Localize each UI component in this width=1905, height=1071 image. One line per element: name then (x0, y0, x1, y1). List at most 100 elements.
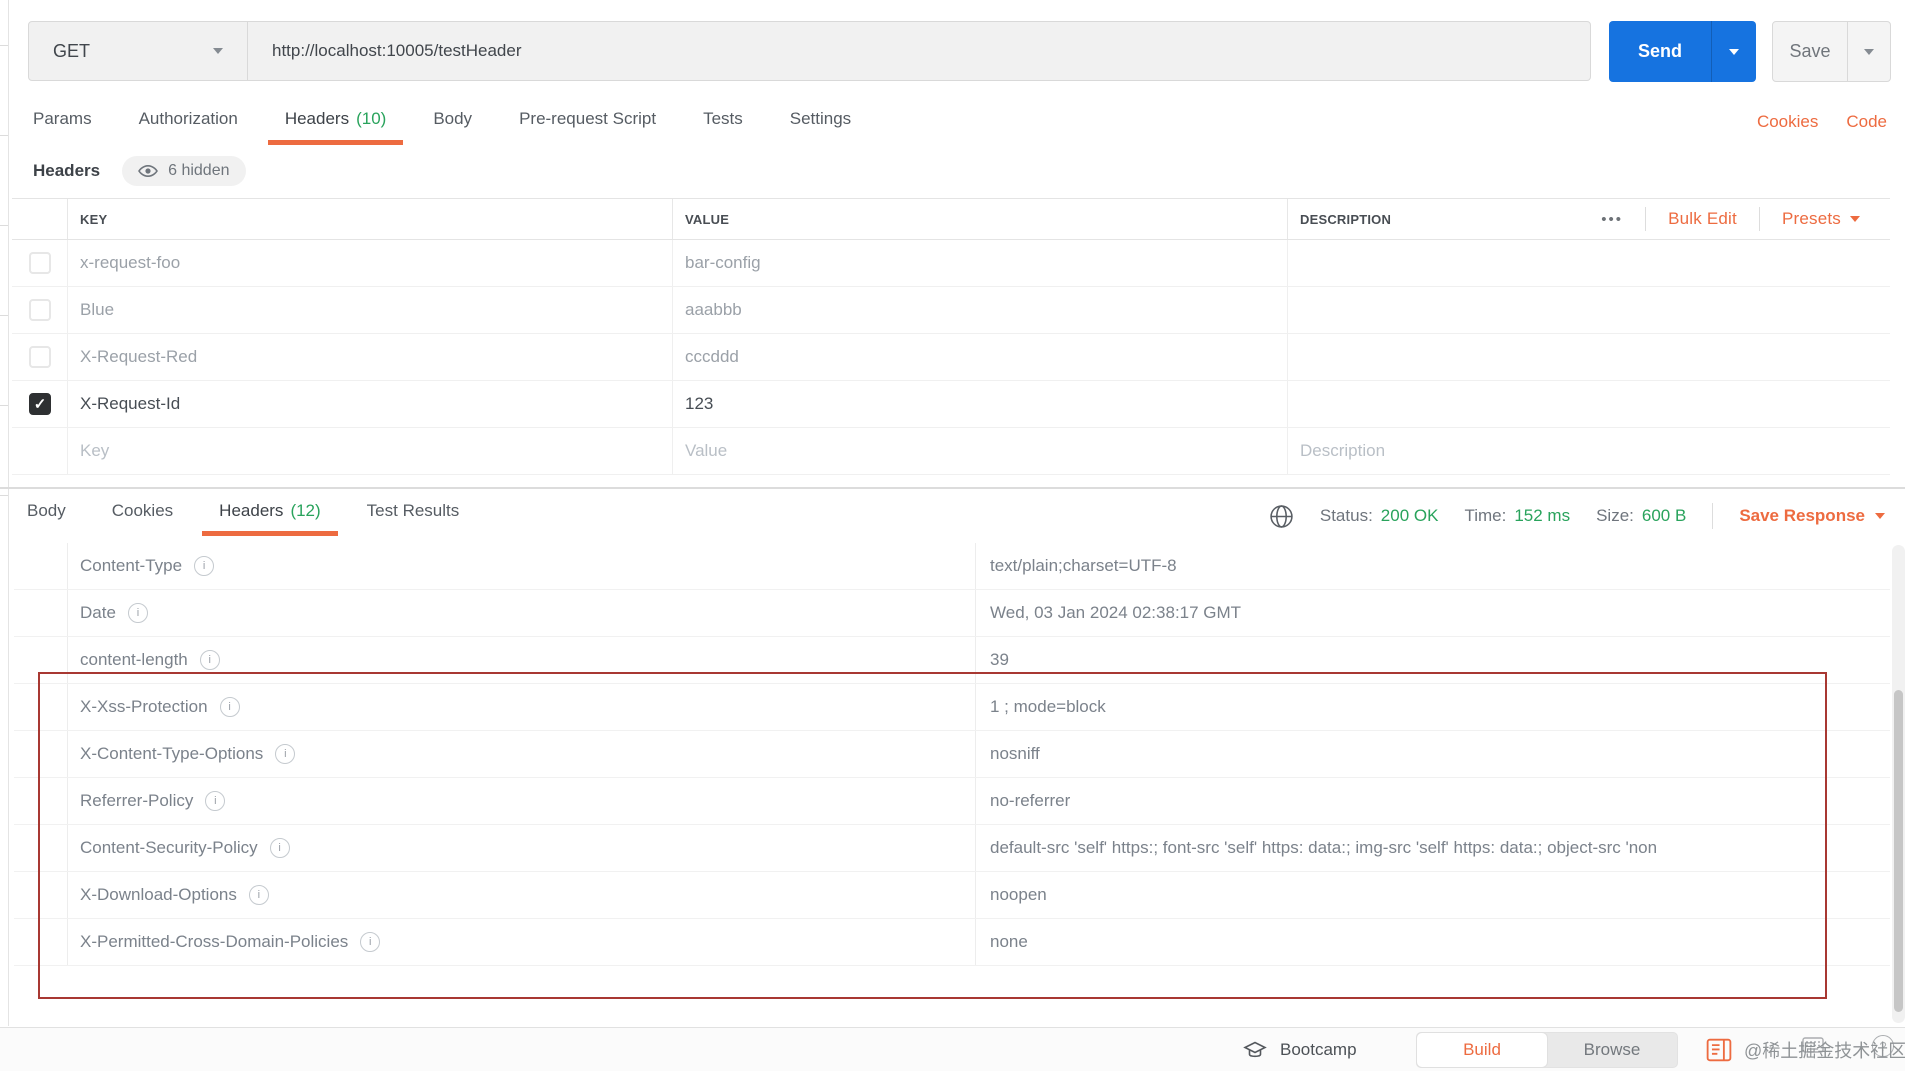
tab-authorization[interactable]: Authorization (139, 109, 238, 145)
row-checkbox[interactable]: ✓ (29, 393, 51, 415)
save-options-button[interactable] (1847, 22, 1890, 81)
response-key-cell: X-Xss-Protection i (68, 684, 976, 730)
row-checkbox[interactable] (29, 299, 51, 321)
tab-body[interactable]: Body (27, 501, 66, 536)
save-button[interactable]: Save (1772, 21, 1891, 82)
info-icon[interactable]: i (269, 838, 290, 858)
time-label: Time: (1464, 506, 1507, 525)
eye-icon (138, 164, 159, 178)
row-gutter (14, 778, 68, 824)
tab-pre-request-script[interactable]: Pre-request Script (519, 109, 656, 145)
save-response-button[interactable]: Save Response (1739, 506, 1885, 526)
footer-bar: Bootcamp Build Browse ? @稀土掘金技术社区 (0, 1027, 1905, 1071)
console-icon[interactable] (1706, 1038, 1732, 1062)
row-checkbox[interactable] (29, 252, 51, 274)
description-cell[interactable] (1287, 381, 1890, 427)
response-value-cell: no-referrer (990, 791, 1071, 810)
value-input[interactable]: Value (672, 428, 1287, 474)
response-key-cell: Content-Type i (68, 543, 976, 589)
tab-label: Test Results (366, 501, 460, 520)
description-input[interactable]: Description (1287, 428, 1890, 474)
tab-test-results[interactable]: Test Results (367, 501, 460, 536)
info-icon[interactable]: i (194, 556, 215, 576)
description-cell[interactable] (1287, 287, 1890, 333)
bulk-edit-link[interactable]: Bulk Edit (1668, 209, 1737, 228)
tab-headers[interactable]: Headers (10) (267, 109, 403, 145)
request-tabs: Params Authorization Headers (10) Body Pre-re… (33, 109, 851, 145)
response-header-rows: Content-Type i text/plain;charset=UTF-8 Dat… (14, 543, 1890, 966)
info-icon[interactable]: i (275, 744, 296, 764)
send-label: Send (1637, 41, 1682, 61)
key-cell[interactable]: Blue (67, 287, 672, 333)
request-header-rows: x-request-foo bar-config Blue aaabbb X-Reque… (12, 240, 1890, 428)
checkbox-cell (12, 287, 67, 333)
scrollbar-track[interactable] (1892, 545, 1905, 1023)
size-label: Size: (1596, 506, 1634, 525)
response-value-cell: text/plain;charset=UTF-8 (990, 556, 1177, 575)
response-key-cell: X-Permitted-Cross-Domain-Policies i (68, 919, 976, 965)
scrollbar-thumb[interactable] (1894, 690, 1903, 1012)
response-header-row: X-Download-Options i noopen (14, 872, 1890, 919)
tab-cookies[interactable]: Cookies (112, 501, 173, 536)
header-actions: ••• Bulk Edit Presets (1601, 207, 1890, 231)
table-row: x-request-foo bar-config (12, 240, 1890, 287)
description-cell[interactable] (1287, 240, 1890, 286)
tab-label: Headers (284, 109, 350, 128)
info-icon[interactable]: i (248, 885, 269, 905)
panel-edge (0, 0, 9, 1026)
hidden-headers-toggle[interactable]: 6 hidden (122, 156, 246, 186)
response-meta: Status: 200 OK Time: 152 ms Size: 600 B Sav… (1269, 503, 1885, 529)
key-cell[interactable]: X-Request-Red (67, 334, 672, 380)
more-options-button[interactable]: ••• (1601, 210, 1624, 228)
value-cell[interactable]: 123 (672, 381, 1287, 427)
description-cell[interactable] (1287, 334, 1890, 380)
table-row: X-Request-Red cccddd (12, 334, 1890, 381)
info-icon[interactable]: i (127, 603, 148, 623)
cookies-link[interactable]: Cookies (1756, 112, 1819, 131)
row-checkbox[interactable] (29, 346, 51, 368)
response-key-cell: Content-Security-Policy i (68, 825, 976, 871)
method-select[interactable]: GET (29, 22, 248, 80)
send-button[interactable]: Send (1609, 21, 1756, 82)
chevron-down-icon (213, 48, 223, 54)
tab-tests[interactable]: Tests (703, 109, 743, 145)
key-cell[interactable]: x-request-foo (67, 240, 672, 286)
tab-count: (12) (290, 501, 321, 520)
row-gutter (14, 543, 68, 589)
build-browse-toggle: Build Browse (1416, 1032, 1678, 1068)
tick (0, 405, 8, 406)
response-header-row: X-Xss-Protection i 1 ; mode=block (14, 684, 1890, 731)
divider (1758, 207, 1760, 231)
presets-button[interactable]: Presets (1782, 209, 1860, 229)
key-input[interactable]: Key (67, 428, 672, 474)
tab-settings[interactable]: Settings (790, 109, 851, 145)
tab-body[interactable]: Body (433, 109, 472, 145)
key-cell[interactable]: X-Request-Id (67, 381, 672, 427)
value-cell[interactable]: bar-config (672, 240, 1287, 286)
response-value-cell: default-src 'self' https:; font-src 'sel… (990, 838, 1658, 857)
code-link[interactable]: Code (1846, 112, 1887, 131)
bootcamp-button[interactable]: Bootcamp (1243, 1040, 1357, 1060)
url-input[interactable]: http://localhost:10005/testHeader (272, 41, 522, 60)
table-row: Blue aaabbb (12, 287, 1890, 334)
build-tab[interactable]: Build (1417, 1033, 1547, 1067)
info-icon[interactable]: i (205, 791, 226, 811)
response-key-cell: content-length i (68, 637, 976, 683)
checkbox-cell (12, 240, 67, 286)
info-icon[interactable]: i (219, 697, 240, 717)
browse-tab[interactable]: Browse (1583, 1040, 1641, 1059)
description-column-header: DESCRIPTION ••• Bulk Edit Presets (1287, 199, 1890, 239)
value-cell[interactable]: aaabbb (672, 287, 1287, 333)
response-header-row: Content-Security-Policy i default-src 'sel… (14, 825, 1890, 872)
response-key-cell: Date i (68, 590, 976, 636)
row-gutter (14, 919, 68, 965)
info-icon[interactable]: i (199, 650, 220, 670)
row-gutter (14, 590, 68, 636)
globe-icon[interactable] (1269, 504, 1294, 529)
tab-headers[interactable]: Headers (12) (202, 501, 338, 536)
info-icon[interactable]: i (360, 932, 381, 952)
response-value-cell: nosniff (990, 744, 1040, 763)
value-cell[interactable]: cccddd (672, 334, 1287, 380)
send-options-button[interactable] (1711, 21, 1756, 82)
tab-params[interactable]: Params (33, 109, 92, 145)
